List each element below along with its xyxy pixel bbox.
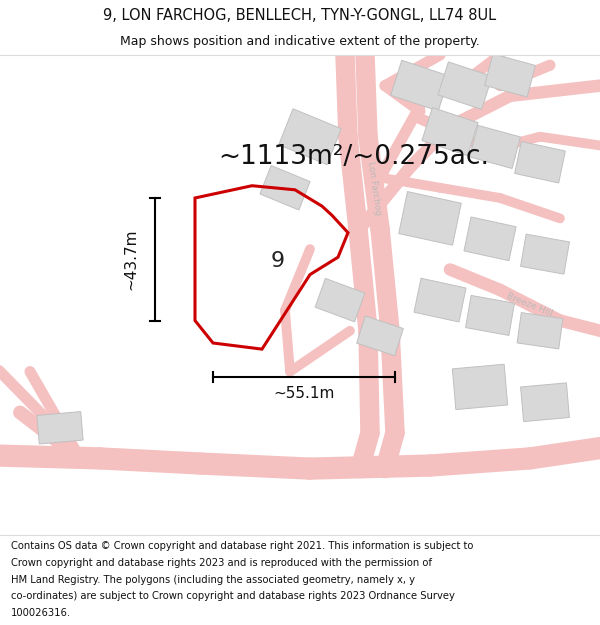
Polygon shape [452, 364, 508, 409]
Text: 9, LON FARCHOG, BENLLECH, TYN-Y-GONGL, LL74 8UL: 9, LON FARCHOG, BENLLECH, TYN-Y-GONGL, L… [103, 8, 497, 23]
Text: co-ordinates) are subject to Crown copyright and database rights 2023 Ordnance S: co-ordinates) are subject to Crown copyr… [11, 591, 455, 601]
Text: 9: 9 [271, 251, 285, 271]
Polygon shape [399, 192, 461, 245]
Text: 100026316.: 100026316. [11, 608, 71, 618]
Polygon shape [356, 316, 403, 356]
Polygon shape [485, 54, 535, 97]
Polygon shape [260, 166, 310, 210]
Polygon shape [422, 107, 478, 156]
Polygon shape [515, 141, 565, 183]
Text: ~43.7m: ~43.7m [124, 229, 139, 290]
Text: Crown copyright and database rights 2023 and is reproduced with the permission o: Crown copyright and database rights 2023… [11, 558, 432, 568]
Polygon shape [391, 60, 449, 111]
Polygon shape [315, 278, 365, 322]
Polygon shape [414, 278, 466, 322]
Polygon shape [464, 217, 516, 261]
Polygon shape [521, 383, 569, 422]
Text: ~1113m²/~0.275ac.: ~1113m²/~0.275ac. [218, 144, 489, 170]
Polygon shape [517, 312, 563, 349]
Polygon shape [37, 412, 83, 444]
Text: Lon Farchog: Lon Farchog [366, 160, 382, 215]
Polygon shape [279, 109, 341, 164]
Polygon shape [438, 62, 492, 109]
Polygon shape [466, 296, 514, 336]
Text: HM Land Registry. The polygons (including the associated geometry, namely x, y: HM Land Registry. The polygons (includin… [11, 574, 415, 584]
Text: Contains OS data © Crown copyright and database right 2021. This information is : Contains OS data © Crown copyright and d… [11, 541, 473, 551]
Text: Map shows position and indicative extent of the property.: Map shows position and indicative extent… [120, 35, 480, 48]
Text: ~55.1m: ~55.1m [274, 386, 335, 401]
Polygon shape [470, 126, 520, 169]
Polygon shape [521, 234, 569, 274]
Text: Breeze Hill: Breeze Hill [506, 292, 554, 319]
